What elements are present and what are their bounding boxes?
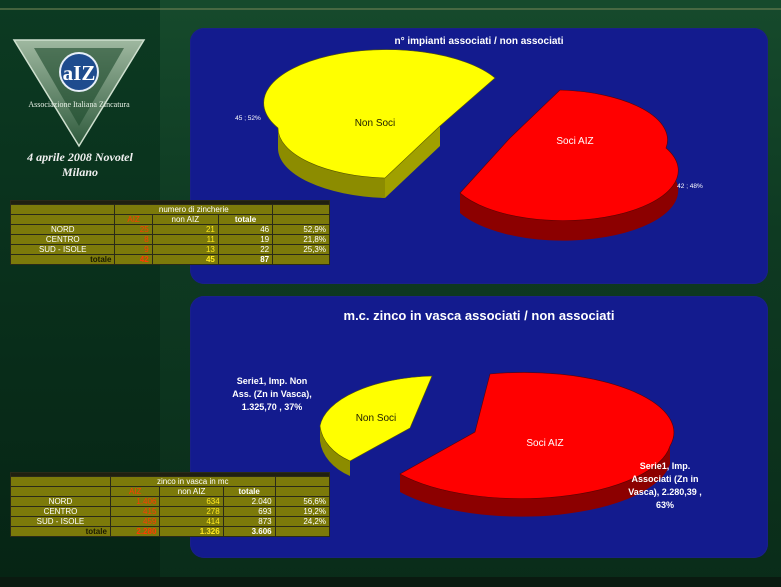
chart-title: m.c. zinco in vasca associati / non asso…: [343, 308, 615, 323]
table-group-header: numero di zincherie: [114, 204, 274, 215]
bottom-strip: [0, 577, 781, 587]
pie-slice-side-non-soci-cut: [385, 126, 440, 198]
col-header-aiz: AIZ: [114, 214, 153, 225]
col-header-non-aiz: non AIZ: [151, 214, 219, 225]
data-label-non-soci: 45 ; 52%: [235, 115, 261, 122]
chart-title: n° impianti associati / non associati: [394, 36, 564, 47]
table-total-row: totale 42 45 87: [9, 254, 330, 265]
data-label-soci-3: Vasca), 2.280,39 ,: [628, 487, 702, 497]
table-row: SUD - ISOLE 9 13 22 25,3%: [9, 244, 330, 255]
data-label-soci-1: Serie1, Imp.: [640, 461, 691, 471]
event-date: 4 aprile 2008 Novotel: [27, 150, 133, 164]
data-label-non-soci-2: Ass. (Zn in Vasca),: [232, 389, 312, 399]
data-label-soci-2: Associati (Zn in: [631, 474, 698, 484]
pie-label-non-soci: Non Soci: [356, 413, 397, 424]
pie-slice-side-soci: [400, 446, 670, 517]
table-zincherie: numero di zincherie AIZ non AIZ totale N…: [9, 200, 330, 265]
table-group-header: zinco in vasca in mc: [109, 476, 276, 487]
pie-slice-side-soci: [460, 148, 679, 241]
col-header-totale: totale: [217, 214, 274, 225]
table-row: NORD 25 21 46 52,9%: [9, 224, 330, 235]
data-label-soci-4: 63%: [656, 500, 674, 510]
logo-circle: [59, 52, 99, 92]
col-header-non-aiz: non AIZ: [159, 486, 224, 497]
pie-label-soci: Soci AIZ: [526, 438, 563, 449]
pie-slice-side-non-soci: [320, 426, 350, 476]
table-row: NORD 1.406 634 2.040 56,6%: [10, 496, 331, 507]
logo-subtitle: Associazione Italiana Zincatura: [28, 100, 130, 109]
pie-slice-non-soci: [263, 49, 496, 179]
pie-label-non-soci: Non Soci: [355, 118, 396, 129]
event-caption: 4 aprile 2008 Novotel Milano: [10, 150, 150, 180]
data-label-soci: 42 ; 48%: [677, 183, 703, 190]
table-row: CENTRO 8 11 19 21,8%: [9, 234, 330, 245]
data-label-non-soci-1: Serie1, Imp. Non: [237, 376, 308, 386]
event-city: Milano: [61, 165, 98, 179]
pie-slice-soci: [399, 372, 675, 499]
pie-slice-non-soci: [319, 375, 433, 462]
col-header-aiz: AIZ: [109, 486, 161, 497]
aiz-logo: aIZ: [12, 39, 146, 148]
table-row: CENTRO 415 278 693 19,2%: [10, 506, 331, 517]
table-total-row: totale 2.280 1.326 3.606: [10, 526, 331, 537]
data-label-non-soci-3: 1.325,70 , 37%: [242, 402, 303, 412]
pie-slice-side-non-soci: [277, 128, 385, 198]
col-header-totale: totale: [222, 486, 276, 497]
table-row: SUD - ISOLE 459 414 873 24,2%: [10, 516, 331, 527]
logo-mark: aIZ: [63, 61, 96, 85]
pie-slice-soci: [459, 89, 679, 221]
pie-chart-impianti: Non Soci Soci AIZ 45 ; 52% 42 ; 48%: [235, 49, 703, 241]
top-divider: [0, 8, 781, 10]
pie-label-soci: Soci AIZ: [556, 136, 593, 147]
pie-chart-zinco: Non Soci Soci AIZ Serie1, Imp. Non Ass. …: [232, 372, 702, 517]
table-zinco-vasca: zinco in vasca in mc AIZ non AIZ totale …: [10, 472, 331, 537]
